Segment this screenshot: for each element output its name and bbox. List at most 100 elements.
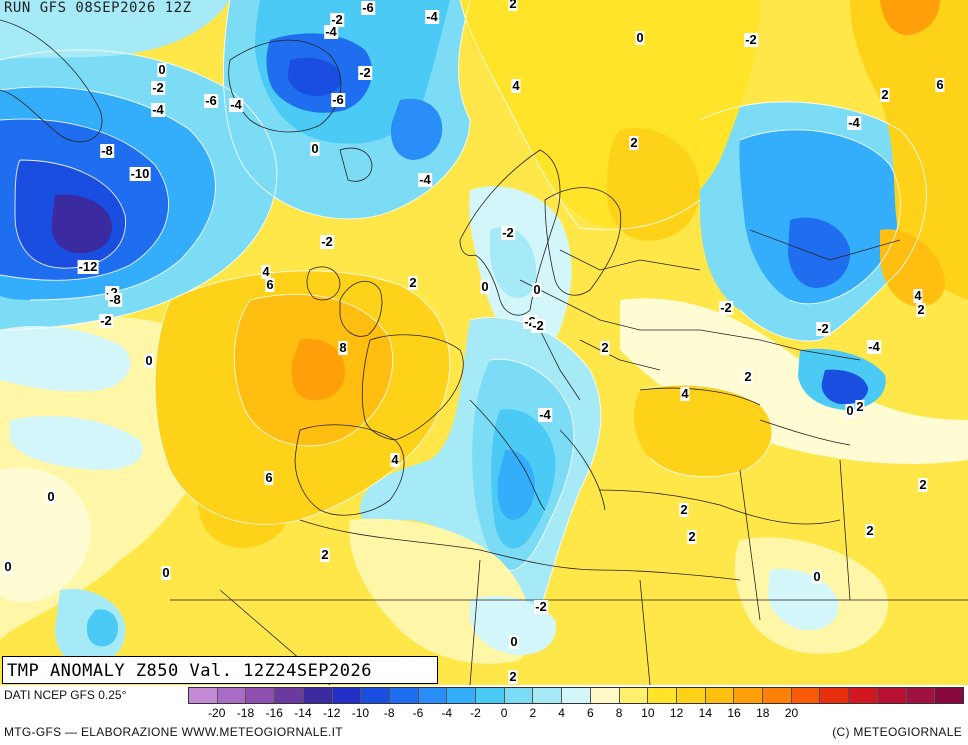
contour-value-label: -4 [847,115,861,130]
color-scale-swatch [763,688,792,703]
contour-value-label: -4 [867,339,881,354]
contour-value-label: 0 [509,634,519,649]
color-scale-swatch [303,688,333,703]
color-scale-swatch [361,688,390,703]
color-scale-swatch [849,688,878,703]
contour-value-label: 0 [310,141,320,156]
color-scale-tick-label: 6 [587,706,594,720]
color-scale-swatch [877,688,907,703]
contour-value-label: -2 [816,321,830,336]
contour-value-label: -8 [100,143,114,158]
contour-value-label: 6 [935,77,945,92]
color-scale-swatch [332,688,362,703]
contour-value-label: -2 [531,318,545,333]
contour-value-label: -2 [99,313,113,328]
color-scale-swatch [476,688,505,703]
color-scale-swatch [619,688,649,703]
contour-value-label: 2 [865,523,875,538]
color-scale-tick-label: -8 [383,706,395,720]
contour-value-label: -6 [361,0,375,15]
contour-value-label: -4 [229,97,243,112]
color-scale-tick-label: -14 [294,706,312,720]
color-scale-swatch [418,688,448,703]
contour-value-label: 0 [812,569,822,584]
contour-value-label: 6 [264,470,274,485]
contour-value-label: -2 [744,32,758,47]
contour-value-label: -4 [418,172,432,187]
color-scale-swatch [246,688,276,703]
color-scale-swatch [676,688,706,703]
contour-value-label: 0 [532,282,542,297]
contour-value-label: -2 [358,65,372,80]
contour-value-label: 4 [913,288,923,303]
contour-value-label: 2 [600,340,610,355]
color-scale-swatch [447,688,477,703]
contour-value-label: -2 [151,80,165,95]
contour-value-label: -4 [324,24,338,39]
contour-value-label: -4 [151,102,165,117]
copyright-label: (C) METEOGIORNALE [832,725,962,739]
credit-label: MTG-GFS — ELABORAZIONE WWW.METEOGIORNALE… [4,725,343,739]
contour-value-label: -2 [501,225,515,240]
contour-value-label: -8 [108,292,122,307]
contour-value-label: 2 [679,502,689,517]
color-scale-tick-label: -6 [412,706,424,720]
contour-value-label: -10 [129,166,151,181]
legend-footer: DATI NCEP GFS 0.25° -20 -18 -16 -14 -12 -10 -8… [0,685,968,745]
color-scale-swatch [533,688,563,703]
contour-value-label: 0 [635,30,645,45]
contour-value-label: 2 [916,302,926,317]
color-scale-swatch [189,688,218,703]
color-scale-swatch [791,688,821,703]
contour-value-label: 2 [320,547,330,562]
color-scale-tick-label: -4 [441,706,452,720]
color-scale-tick-label: -2 [470,706,481,720]
color-scale-tick-label: 4 [558,706,565,720]
color-scale-tick-label: -20 [208,706,226,720]
anomaly-field-layer [0,0,968,685]
contour-value-label: 2 [687,529,697,544]
contour-value-label: 8 [338,340,348,355]
contour-value-label: -6 [331,92,345,107]
color-scale-swatch [275,688,304,703]
color-scale-ticks: -20 -18 -16 -14 -12 -10 -8 -6 -4 -2 0 2 4 6 8 10 12 14 16 1… [188,706,964,722]
contour-value-label: 4 [680,386,690,401]
color-scale-swatch [389,688,419,703]
contour-value-label: 2 [880,87,890,102]
contour-value-label: 2 [508,669,518,684]
contour-value-label: -6 [204,93,218,108]
contour-value-label: 2 [508,0,518,11]
contour-value-label: 2 [855,399,865,414]
color-scale-tick-label: 8 [615,706,623,720]
contour-value-label: 0 [144,353,154,368]
contour-value-label: -2 [320,234,334,249]
color-scale-swatch [562,688,591,703]
color-scale-swatch [504,688,534,703]
contour-value-label: 0 [845,403,855,418]
contour-value-label: 4 [261,264,271,279]
contour-value-label: 2 [918,477,928,492]
contour-value-label: -2 [719,300,733,315]
color-scale-tick-label: 18 [756,706,770,720]
contour-value-label: 0 [157,62,167,77]
color-scale-tick-label: -12 [323,706,341,720]
contour-value-label: -12 [77,259,99,274]
contour-value-label: 0 [161,565,171,580]
contour-value-label: -2 [330,12,344,27]
color-scale-tick-label: -18 [236,706,255,720]
contour-value-label: 0 [480,279,490,294]
map-title: TMP ANOMALY Z850 Val. 12Z24SEP2026 [2,656,438,684]
temperature-anomaly-map: RUN GFS 08SEP2026 12Z -2 -6 -4 -4 2 0 -2 0 -2 -4-… [0,0,968,685]
contour-value-label: 2 [629,135,639,150]
contour-value-label: 4 [390,452,400,467]
contour-value-label: -2 [534,599,548,614]
color-scale-tick-label: 10 [641,706,655,720]
color-scale-bar [188,687,964,704]
data-source-label: DATI NCEP GFS 0.25° [4,688,127,702]
contour-value-label: 4 [511,78,521,93]
contour-value-label: 6 [265,277,275,292]
color-scale-tick-label: 14 [698,706,713,720]
color-scale-swatch [935,688,963,703]
color-scale-tick-label: -16 [265,706,283,720]
